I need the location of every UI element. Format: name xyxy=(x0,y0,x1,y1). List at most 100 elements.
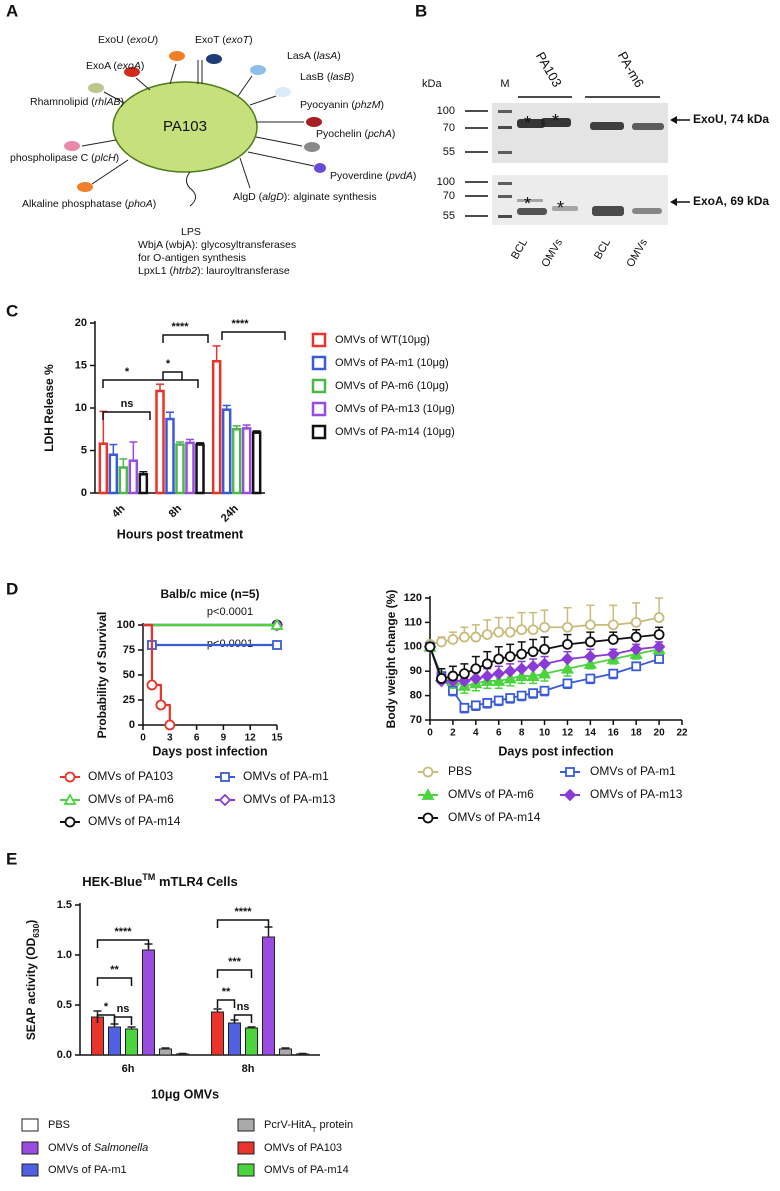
legend-label: PcrV-HitAT protein xyxy=(264,1119,353,1134)
legend-label: OMVs of PA-m14 (10μg) xyxy=(335,426,455,438)
factor-dot xyxy=(88,83,104,93)
survival-line xyxy=(143,623,171,725)
marker xyxy=(436,636,447,648)
marker xyxy=(458,631,470,643)
marker xyxy=(422,766,434,778)
y-tick-label: 80 xyxy=(410,690,422,702)
text-part: phospholipase C ( xyxy=(10,152,95,164)
band-label: ExoU, 74 kDa xyxy=(693,112,769,126)
legend-label: OMVs of PA-m13 xyxy=(590,787,683,801)
legend-label: PBS xyxy=(48,1119,70,1131)
text-part: T xyxy=(312,1125,317,1134)
x-tick-label: 18 xyxy=(631,728,643,739)
text-part: exoT xyxy=(226,34,251,46)
panel-b: kDa M PA103 PA-m6 100 70 55 100 70 55 xyxy=(422,49,769,269)
kda-label: kDa xyxy=(422,78,442,90)
legend-swatch xyxy=(311,332,327,348)
legend-swatch xyxy=(311,401,327,417)
x-tick-label: 8h xyxy=(242,1063,255,1075)
marker xyxy=(562,621,573,633)
series-line xyxy=(429,616,660,646)
marker xyxy=(493,653,505,665)
marker xyxy=(654,654,664,664)
text-part: lasA xyxy=(317,50,337,62)
marker xyxy=(607,634,619,645)
bar xyxy=(138,473,149,495)
x-tick-label: 15 xyxy=(271,733,283,744)
text-part: htrb2 xyxy=(173,265,197,277)
x-tick-label: 6h xyxy=(122,1063,135,1075)
text-part: Alkaline phosphatase ( xyxy=(22,198,129,210)
bands xyxy=(498,110,664,218)
significance-bracket xyxy=(216,999,236,1008)
marker xyxy=(653,612,665,623)
x-tick-label: 24h xyxy=(219,503,241,525)
significance-label: **** xyxy=(171,321,189,333)
marker xyxy=(584,619,596,631)
chart-title: HEK-BlueTM mTLR4 Cells xyxy=(82,872,237,889)
text-part: ): alginate synthesis xyxy=(284,191,377,203)
significance-bracket xyxy=(102,411,151,420)
text-part: mTLR4 Cells xyxy=(155,874,237,889)
marker xyxy=(421,788,435,800)
y-tick-label: 5 xyxy=(81,444,87,456)
text-part: phoA xyxy=(127,198,153,210)
marker xyxy=(516,690,527,701)
marker xyxy=(505,693,516,703)
factor-label: Rhamnolipid (rhlAB) xyxy=(30,96,124,108)
text-part: rhlAB xyxy=(95,96,121,108)
y-tick-label: 100 xyxy=(404,641,422,653)
marker xyxy=(504,626,516,638)
marker xyxy=(492,667,505,680)
factor-dot xyxy=(206,54,222,64)
marker xyxy=(515,662,528,676)
text-part: TM xyxy=(142,872,155,882)
x-tick-label: 3 xyxy=(167,733,173,744)
bar xyxy=(185,441,195,495)
text-part: ) xyxy=(249,34,253,46)
bar xyxy=(165,417,175,495)
legend-swatch xyxy=(21,1141,39,1155)
text-part: HEK-Blue xyxy=(82,874,142,889)
significance-label: * xyxy=(104,1001,109,1013)
marker xyxy=(653,629,665,640)
y-tick-label: 90 xyxy=(410,665,422,677)
marker xyxy=(155,699,167,711)
bar xyxy=(175,443,185,495)
factor-label: WbjA (wbjA): glycosyltransferases xyxy=(138,239,296,251)
y-tick-label: 0 xyxy=(129,719,135,731)
marker xyxy=(503,664,517,678)
legend-label: OMVs of PA-m6 (10μg) xyxy=(335,380,449,392)
text-part: ) xyxy=(24,920,38,924)
legend-label: OMVs of WT(10μg) xyxy=(335,334,430,346)
bar xyxy=(262,936,275,1056)
marker-lane-label: M xyxy=(500,78,509,90)
y-tick-label: 20 xyxy=(75,317,87,329)
text-part: pvdA xyxy=(388,170,413,182)
bar xyxy=(108,453,119,495)
text-part: 630 xyxy=(31,923,41,937)
factor-dot xyxy=(250,65,266,75)
legend-swatch xyxy=(311,424,327,440)
text-part: phzM xyxy=(354,99,381,111)
significance-label: ns xyxy=(237,1001,250,1013)
bar xyxy=(118,466,129,495)
legend-label: OMVs of PA103 xyxy=(264,1142,342,1154)
marker xyxy=(503,671,517,684)
significance-bracket xyxy=(216,919,270,928)
significance-bracket xyxy=(221,331,286,340)
y-tick-label: 75 xyxy=(123,644,135,656)
annotation: p<0.0001 xyxy=(207,606,253,618)
marker-label: 70 xyxy=(443,190,455,202)
significance-bracket xyxy=(162,334,209,343)
significance-bracket xyxy=(96,977,133,986)
marker xyxy=(565,767,575,777)
significance-bracket xyxy=(216,969,253,978)
marker xyxy=(64,771,76,783)
y-tick-label: 15 xyxy=(75,359,87,371)
text-part: ) xyxy=(141,60,145,72)
x-tick-label: 12 xyxy=(245,733,257,744)
text-part: OMVs of xyxy=(48,1142,94,1154)
marker xyxy=(526,660,540,673)
